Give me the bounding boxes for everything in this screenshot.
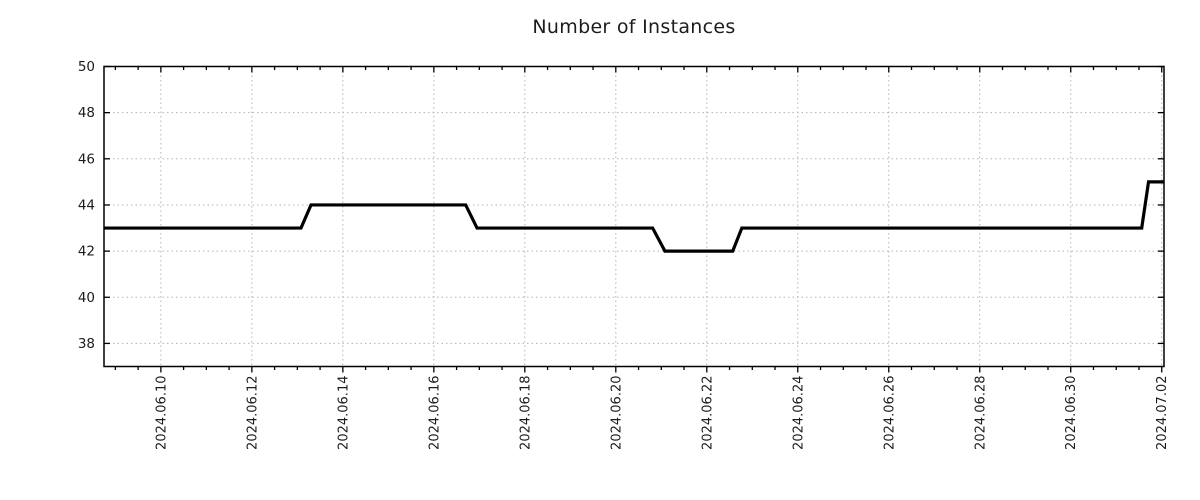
x-tick-label: 2024.06.20	[609, 376, 624, 450]
y-tick-label: 50	[78, 59, 95, 75]
x-tick-label: 2024.06.30	[1064, 376, 1079, 450]
x-tick-label: 2024.06.12	[245, 376, 260, 450]
x-tick-label: 2024.06.26	[882, 376, 897, 450]
x-tick-label: 2024.06.16	[427, 376, 442, 450]
x-tick-label: 2024.06.24	[791, 376, 806, 450]
y-tick-label: 44	[78, 197, 95, 213]
x-tick-label: 2024.06.22	[700, 376, 715, 450]
chart-title: Number of Instances	[532, 16, 736, 38]
x-tick-label: 2024.06.10	[154, 376, 169, 450]
y-tick-label: 42	[78, 244, 95, 260]
plot-frame	[103, 65, 1165, 368]
y-tick-label: 38	[78, 336, 95, 352]
data-series-line	[104, 180, 1164, 253]
x-tick-label: 2024.06.14	[336, 376, 351, 450]
y-tick-label: 40	[78, 290, 95, 306]
y-tick-label: 48	[78, 105, 95, 121]
x-tick-label: 2024.06.28	[973, 376, 988, 450]
y-tick-label: 46	[78, 151, 95, 167]
x-tick-label: 2024.06.18	[518, 376, 533, 450]
x-tick-label: 2024.07.02	[1155, 376, 1170, 450]
